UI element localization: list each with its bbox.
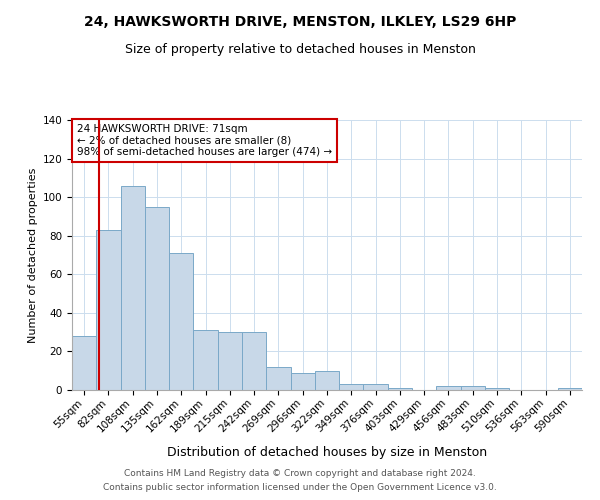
Bar [364, 384, 388, 390]
Text: 24 HAWKSWORTH DRIVE: 71sqm
← 2% of detached houses are smaller (8)
98% of semi-d: 24 HAWKSWORTH DRIVE: 71sqm ← 2% of detac… [77, 124, 332, 157]
Bar [388, 388, 412, 390]
Bar [558, 388, 582, 390]
Text: Contains HM Land Registry data © Crown copyright and database right 2024.: Contains HM Land Registry data © Crown c… [124, 468, 476, 477]
Bar [72, 336, 96, 390]
Bar [266, 367, 290, 390]
Bar [436, 386, 461, 390]
Bar [485, 388, 509, 390]
Y-axis label: Number of detached properties: Number of detached properties [28, 168, 38, 342]
Bar [315, 370, 339, 390]
Bar [339, 384, 364, 390]
Text: 24, HAWKSWORTH DRIVE, MENSTON, ILKLEY, LS29 6HP: 24, HAWKSWORTH DRIVE, MENSTON, ILKLEY, L… [84, 15, 516, 29]
Bar [96, 230, 121, 390]
Bar [242, 332, 266, 390]
Bar [290, 372, 315, 390]
Text: Contains public sector information licensed under the Open Government Licence v3: Contains public sector information licen… [103, 484, 497, 492]
Bar [218, 332, 242, 390]
X-axis label: Distribution of detached houses by size in Menston: Distribution of detached houses by size … [167, 446, 487, 458]
Bar [169, 253, 193, 390]
Text: Size of property relative to detached houses in Menston: Size of property relative to detached ho… [125, 42, 475, 56]
Bar [121, 186, 145, 390]
Bar [145, 207, 169, 390]
Bar [193, 330, 218, 390]
Bar [461, 386, 485, 390]
